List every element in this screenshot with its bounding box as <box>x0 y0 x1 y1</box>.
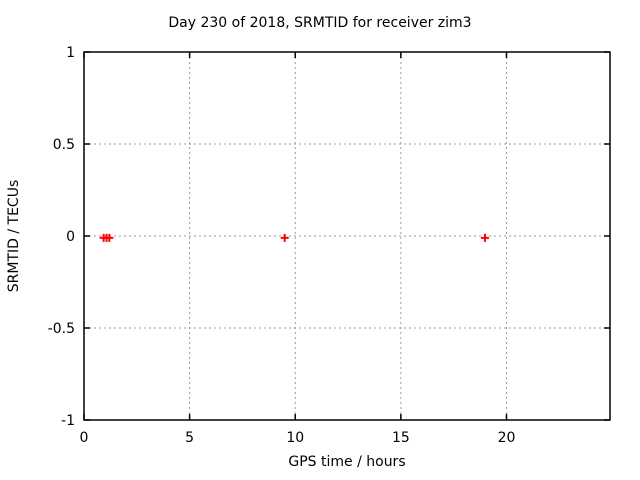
plot-border <box>83 51 611 421</box>
x-tick-label: 15 <box>392 430 410 446</box>
y-tick-label: -0.5 <box>48 321 75 337</box>
data-point-marker <box>480 233 489 242</box>
data-points <box>99 233 489 242</box>
data-point-marker <box>105 233 114 242</box>
tick-labels: 0 5 10 15 20 -1 -0.5 0 0.5 1 <box>48 45 516 446</box>
x-tick-label: 20 <box>498 430 516 446</box>
x-axis-label: GPS time / hours <box>288 454 405 470</box>
y-tick-label: 1 <box>66 45 75 61</box>
x-tick-label: 5 <box>185 430 194 446</box>
axis-ticks <box>83 51 610 421</box>
x-tick-label: 10 <box>286 430 304 446</box>
grid-lines <box>84 52 610 420</box>
chart-title: Day 230 of 2018, SRMTID for receiver zim… <box>168 15 471 31</box>
x-tick-label: 0 <box>80 430 89 446</box>
y-tick-label: 0 <box>66 229 75 245</box>
y-tick-label: 0.5 <box>53 137 75 153</box>
data-point-marker <box>280 233 289 242</box>
y-axis-label: SRMTID / TECUs <box>6 180 22 293</box>
y-tick-label: -1 <box>61 413 75 429</box>
